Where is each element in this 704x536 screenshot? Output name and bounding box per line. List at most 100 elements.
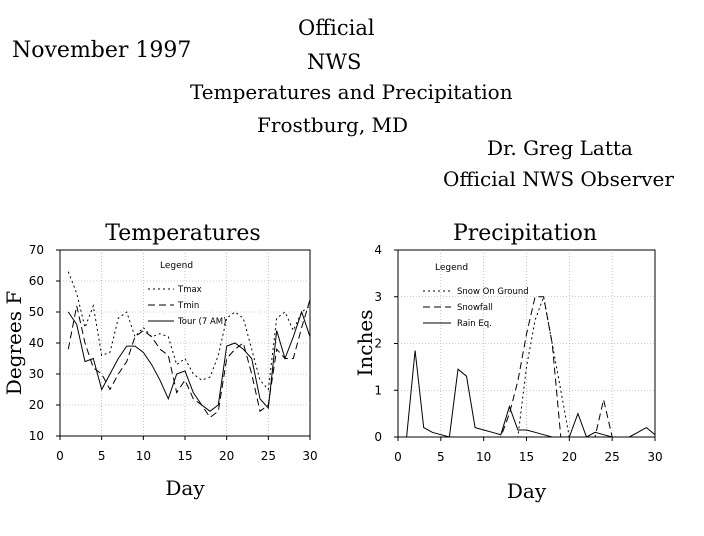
temp-data-point-tmin xyxy=(301,327,302,328)
temp-data-point-tmin xyxy=(151,336,152,337)
observer-title: Official NWS Observer xyxy=(443,167,674,191)
precip-x-tick-label-10: 10 xyxy=(476,450,491,464)
temp-data-point-tmin xyxy=(109,389,110,390)
precip-data-point-rain-eq xyxy=(612,436,613,437)
temp-x-tick-label-10: 10 xyxy=(136,449,151,463)
temp-data-point-tour-7-am xyxy=(234,342,235,343)
temp-x-tick-label-5: 5 xyxy=(98,449,106,463)
temp-chart-title: Temperatures xyxy=(105,221,260,246)
temp-x-axis-label: Day xyxy=(165,476,205,500)
temp-data-point-tmax xyxy=(243,318,244,319)
precip-data-point-snowfall xyxy=(457,436,458,437)
temp-data-point-tmin xyxy=(243,342,244,343)
month-year-title: November 1997 xyxy=(12,38,192,63)
temp-data-point-tmax xyxy=(168,336,169,337)
temp-data-point-tmax xyxy=(234,311,235,312)
precip-x-tick-label-20: 20 xyxy=(562,450,577,464)
temp-data-point-tmax xyxy=(126,311,127,312)
temp-data-point-tour-7-am xyxy=(76,324,77,325)
precip-data-point-rain-eq xyxy=(483,429,484,430)
temp-x-tick-label-20: 20 xyxy=(219,449,234,463)
precip-data-point-rain-eq xyxy=(603,434,604,435)
temp-x-tick-label-15: 15 xyxy=(177,449,192,463)
temp-data-point-tmin xyxy=(143,330,144,331)
temp-data-point-tour-7-am xyxy=(209,411,210,412)
temp-y-axis-label: Degrees F xyxy=(2,291,26,396)
temp-data-point-tmin xyxy=(118,373,119,374)
precip-series-line-rain-eq xyxy=(406,350,656,438)
temp-y-tick-label-30: 30 xyxy=(29,367,44,381)
precip-data-point-snow-on-ground xyxy=(509,436,510,437)
precip-data-point-rain-eq xyxy=(569,436,570,437)
precip-data-point-rain-eq xyxy=(526,429,527,430)
temp-legend-label-tmin: Tmin xyxy=(177,301,199,311)
temp-data-point-tour-7-am xyxy=(293,336,294,337)
precip-legend-label-rain-eq: Rain Eq. xyxy=(457,319,492,329)
temp-data-point-tour-7-am xyxy=(143,352,144,353)
precip-data-point-snowfall xyxy=(603,399,604,400)
precip-data-point-snowfall xyxy=(654,436,655,437)
precip-data-point-snowfall xyxy=(500,436,501,437)
precip-data-point-snowfall xyxy=(509,413,510,414)
precip-series-line-snow-on-ground xyxy=(406,294,655,438)
temp-data-point-tour-7-am xyxy=(101,389,102,390)
temp-data-point-tmin xyxy=(193,398,194,399)
temp-data-point-tmin xyxy=(234,349,235,350)
temp-data-point-tmin xyxy=(168,355,169,356)
temp-data-point-tmin xyxy=(134,336,135,337)
temp-y-tick-label-20: 20 xyxy=(29,398,44,412)
precip-data-point-snowfall xyxy=(517,380,518,381)
temp-data-point-tour-7-am xyxy=(243,349,244,350)
temp-x-tick-label-0: 0 xyxy=(56,449,64,463)
precip-data-point-rain-eq xyxy=(620,436,621,437)
temp-data-point-tmin xyxy=(101,373,102,374)
precip-data-point-snowfall xyxy=(552,343,553,344)
precip-data-point-rain-eq xyxy=(415,350,416,351)
precip-y-tick-label-2: 2 xyxy=(374,337,382,351)
temp-data-point-tmin xyxy=(184,380,185,381)
precip-y-tick-label-4: 4 xyxy=(374,243,382,257)
precip-x-tick-label-25: 25 xyxy=(605,450,620,464)
precip-data-point-rain-eq xyxy=(440,434,441,435)
temp-data-point-tmax xyxy=(276,318,277,319)
header-line-official: Official xyxy=(298,16,375,40)
precip-data-point-snowfall xyxy=(577,436,578,437)
temp-data-point-tour-7-am xyxy=(168,398,169,399)
temp-data-point-tmax xyxy=(251,349,252,350)
precip-chart-title: Precipitation xyxy=(453,221,597,246)
temp-data-point-tmax xyxy=(93,305,94,306)
temp-data-point-tour-7-am xyxy=(176,373,177,374)
precip-data-point-rain-eq xyxy=(492,432,493,433)
temp-data-point-tmax xyxy=(209,377,210,378)
precip-data-point-snowfall xyxy=(483,436,484,437)
precip-data-point-snow-on-ground xyxy=(517,436,518,437)
precip-series-line-snowfall xyxy=(406,296,655,438)
temp-data-point-tour-7-am xyxy=(151,364,152,365)
precip-data-point-snowfall xyxy=(646,436,647,437)
temp-data-point-tmax xyxy=(68,271,69,272)
temp-data-point-tour-7-am xyxy=(184,370,185,371)
precip-data-point-snowfall xyxy=(440,436,441,437)
temp-data-point-tmax xyxy=(101,355,102,356)
precip-data-point-rain-eq xyxy=(543,434,544,435)
precip-legend-title: Legend xyxy=(435,263,468,273)
temp-data-point-tmin xyxy=(209,417,210,418)
temp-data-point-tmin xyxy=(93,367,94,368)
header-line-location: Frostburg, MD xyxy=(257,113,409,137)
temp-data-point-tmin xyxy=(309,299,310,300)
temp-data-point-tmax xyxy=(76,293,77,294)
precip-x-tick-label-0: 0 xyxy=(394,450,402,464)
temp-data-point-tmax xyxy=(184,358,185,359)
precip-data-point-rain-eq xyxy=(552,436,553,437)
temp-data-point-tmax xyxy=(159,333,160,334)
precip-data-point-snowfall xyxy=(594,436,595,437)
precip-data-point-snow-on-ground xyxy=(534,320,535,321)
temp-data-point-tmin xyxy=(259,411,260,412)
precip-data-point-snowfall xyxy=(415,436,416,437)
precip-data-point-snow-on-ground xyxy=(560,390,561,391)
precip-y-tick-label-0: 0 xyxy=(374,430,382,444)
precip-data-point-rain-eq xyxy=(654,434,655,435)
temp-data-point-tmin xyxy=(251,373,252,374)
temp-data-point-tmax xyxy=(268,389,269,390)
